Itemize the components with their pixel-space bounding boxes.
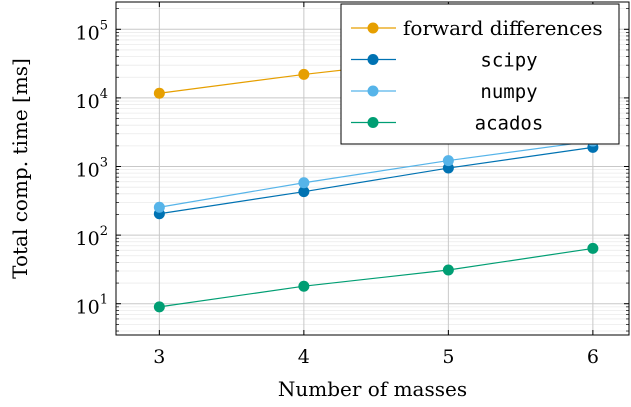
data-point-numpy (298, 177, 310, 189)
x-tick-labels: 3 4 5 6 (153, 346, 599, 368)
y-axis-label: Total comp. time [ms] (8, 58, 32, 279)
data-point-numpy (442, 155, 454, 167)
legend-label: numpy (480, 81, 537, 103)
legend-label: scipy (480, 50, 537, 72)
major-grid (116, 2, 629, 335)
legend-label: acados (475, 113, 544, 135)
legend: forward differences scipy numpy acados (340, 3, 620, 145)
y-tick-labels: 101 102 103 104 105 (76, 18, 108, 318)
data-point-acados (442, 264, 454, 276)
x-tick-label: 4 (298, 346, 310, 368)
data-point-numpy (153, 201, 165, 213)
data-point-acados (587, 242, 599, 254)
series-line-numpy (159, 140, 593, 208)
x-tick-label: 6 (587, 346, 599, 368)
series-line-acados (159, 247, 593, 308)
legend-swatch-marker (367, 54, 379, 65)
data-point-acados (153, 301, 165, 313)
y-tick-label: 103 (76, 156, 108, 182)
legend-swatch-marker (367, 85, 379, 97)
x-tick-label: 5 (442, 346, 454, 368)
legend-swatch-marker (367, 117, 379, 128)
x-tick-label: 3 (153, 346, 165, 368)
axis-ticks (116, 2, 629, 335)
legend-box (340, 3, 620, 145)
y-tick-label: 104 (76, 87, 108, 113)
plot-frame (115, 1, 630, 336)
legend-label: forward differences (403, 16, 603, 40)
x-axis-label: Number of masses (278, 377, 467, 401)
data-point-forward-differences (153, 87, 165, 99)
y-tick-label: 101 (76, 293, 108, 319)
data-point-forward-differences (298, 68, 310, 80)
y-tick-label: 102 (76, 224, 108, 250)
data-point-acados (298, 280, 310, 292)
legend-swatch-marker (367, 22, 379, 34)
y-tick-label: 105 (76, 18, 108, 44)
data-point-scipy (298, 186, 310, 198)
series-line-scipy (159, 146, 593, 215)
